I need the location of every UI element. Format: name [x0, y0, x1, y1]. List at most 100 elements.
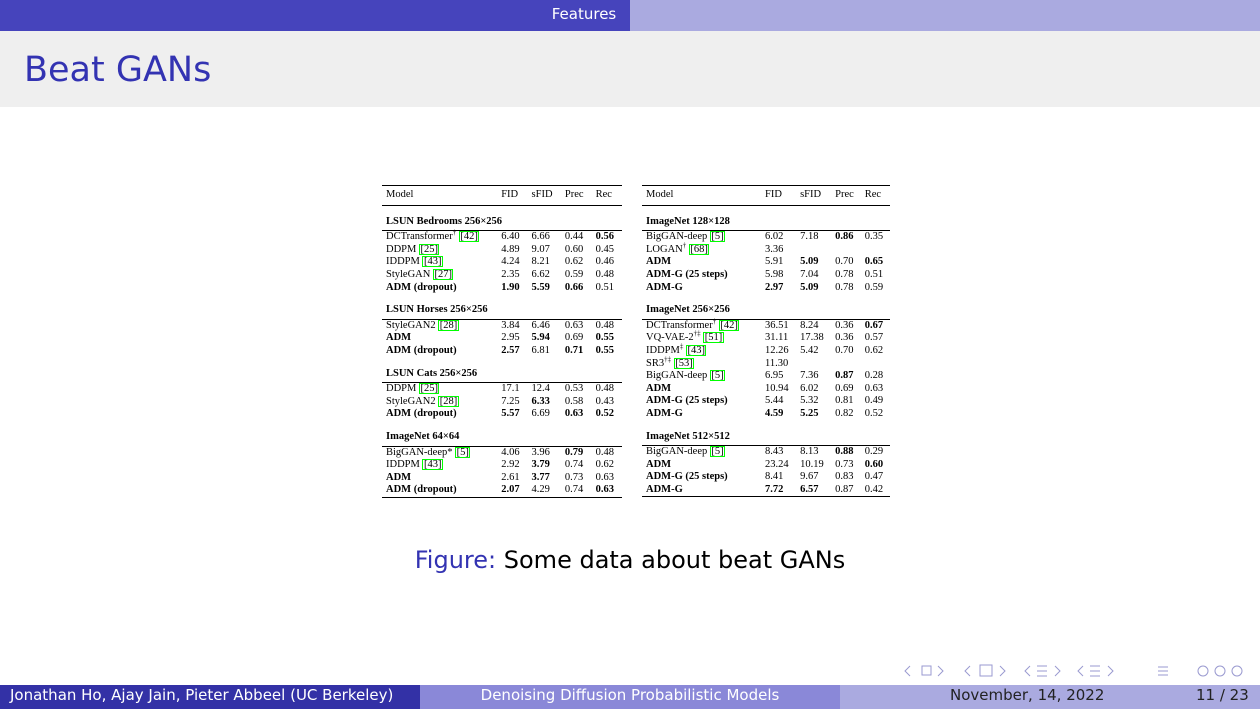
nav-icon[interactable]: [1024, 665, 1031, 677]
value-cell: 3.36: [765, 243, 784, 255]
value-cell: 2.07: [501, 484, 520, 496]
empty-cell: [831, 358, 861, 371]
value-cell: 6.62: [531, 268, 550, 280]
value-cell: 0.81: [835, 395, 854, 407]
value-cell: 6.33: [531, 395, 550, 407]
value-cell: 0.35: [864, 231, 884, 243]
nav-icon[interactable]: [1077, 665, 1084, 677]
model-cell: DDPM [25]: [382, 383, 497, 396]
section-title: LSUN Cats 256×256: [382, 357, 622, 384]
value-cell: 0.45: [595, 243, 614, 255]
section-title: ImageNet 256×256: [642, 294, 890, 320]
data-row: ADM 5.91 5.09 0.70 0.65: [642, 256, 890, 269]
nav-icon[interactable]: [979, 664, 993, 677]
model-name: BigGAN-deep: [646, 446, 708, 458]
model-name: DDPM: [386, 243, 417, 255]
section-row: ImageNet 256×256: [642, 294, 890, 320]
citation: [68]: [688, 243, 710, 255]
value-cell: 0.65: [864, 256, 884, 268]
data-row: StyleGAN2 [28] 7.25 6.33 0.58 0.43: [382, 395, 622, 409]
nav-icon[interactable]: [904, 665, 911, 677]
value-cell: 4.89: [501, 243, 520, 255]
header-bar: [0, 0, 630, 31]
model-cell: ADM: [382, 472, 497, 485]
data-row: DCTransformer† [42] 36.51 8.24 0.36 0.67: [642, 318, 890, 332]
nav-icon[interactable]: [964, 665, 971, 677]
model-name: SR3: [646, 357, 665, 369]
value-cell: 0.86: [835, 231, 854, 243]
value-cell: 0.67: [864, 319, 884, 331]
empty-cell: [796, 244, 831, 257]
model-name: DDPM: [386, 383, 417, 395]
value-cell: 0.43: [595, 395, 614, 407]
value-cell: 3.96: [531, 446, 550, 458]
value-cell: 3.79: [531, 459, 550, 471]
section-title: LSUN Horses 256×256: [382, 294, 622, 320]
citation: [28]: [438, 319, 459, 331]
model-name: ADM (dropout): [386, 281, 457, 293]
model-cell: IDDPM [43]: [382, 256, 497, 269]
value-cell: 0.51: [595, 281, 614, 293]
caption-label: Figure:: [414, 546, 497, 574]
value-cell: 0.53: [564, 383, 584, 395]
value-cell: 0.79: [564, 446, 584, 458]
model-name: ADM (dropout): [386, 408, 457, 420]
value-cell: 5.94: [531, 332, 550, 344]
footer-bar: [420, 685, 840, 709]
citation: [25]: [418, 383, 440, 395]
section-title: ImageNet 64×64: [382, 420, 622, 447]
data-row: DDPM [25] 17.1 12.4 0.53 0.48: [382, 383, 622, 396]
footer-bar: [0, 685, 420, 709]
value-cell: 0.78: [835, 268, 854, 280]
nav-icon[interactable]: [1054, 665, 1061, 677]
section-row: ImageNet 512×512: [642, 420, 890, 447]
value-cell: 0.36: [835, 319, 854, 331]
value-cell: 8.13: [800, 446, 819, 458]
value-cell: 0.69: [835, 382, 854, 394]
value-cell: 0.83: [835, 471, 854, 483]
data-row: BigGAN-deep [5] 6.02 7.18 0.86 0.35: [642, 231, 890, 244]
value-cell: 0.74: [564, 459, 584, 471]
nav-icon[interactable]: [1231, 665, 1243, 677]
section-row: ImageNet 64×64: [382, 420, 622, 447]
model-cell: BigGAN-deep [5]: [642, 446, 761, 459]
value-cell: 0.29: [864, 446, 884, 458]
nav-icon[interactable]: [921, 665, 932, 676]
model-cell: IDDPM [43]: [382, 459, 497, 472]
nav-icon[interactable]: [1158, 666, 1168, 676]
section-name[interactable]: Features: [551, 5, 617, 23]
nav-icon[interactable]: [1197, 665, 1209, 677]
model-name: StyleGAN2: [386, 395, 436, 407]
model-name: ADM (dropout): [386, 344, 457, 356]
value-cell: 0.63: [595, 471, 614, 483]
model-cell: ADM-G: [642, 484, 761, 497]
value-cell: 0.48: [595, 268, 614, 280]
data-row: ADM-G (25 steps) 5.44 5.32 0.81 0.49: [642, 395, 890, 408]
nav-icon[interactable]: [1037, 665, 1047, 677]
value-cell: 0.63: [864, 382, 884, 394]
section-row: LSUN Horses 256×256: [382, 294, 622, 320]
nav-icons[interactable]: [900, 660, 1260, 682]
nav-icon[interactable]: [1090, 665, 1100, 677]
data-row: DCTransformer† [42] 6.40 6.66 0.44 0.56: [382, 229, 622, 244]
nav-icon[interactable]: [937, 665, 944, 677]
value-cell: 0.48: [595, 319, 614, 331]
nav-icon[interactable]: [1107, 665, 1114, 677]
value-cell: 6.46: [531, 319, 550, 331]
model-cell: ADM: [642, 256, 761, 269]
section-row: ImageNet 128×128: [642, 205, 890, 232]
model-cell: ADM-G: [642, 408, 761, 421]
value-cell: 10.94: [765, 382, 789, 394]
value-cell: 0.62: [595, 459, 614, 471]
nav-icon[interactable]: [1214, 665, 1226, 677]
nav-icon[interactable]: [999, 665, 1006, 677]
footer-date: November, 14, 2022: [950, 686, 1105, 704]
value-cell: 2.35: [501, 268, 520, 280]
value-cell: 5.57: [501, 408, 520, 420]
data-row: ADM 2.95 5.94 0.69 0.55: [382, 332, 622, 345]
value-cell: 8.41: [765, 471, 784, 483]
citation: [27]: [432, 268, 454, 280]
citation: [43]: [422, 256, 443, 268]
value-cell: 0.63: [564, 319, 584, 331]
value-cell: 6.57: [800, 483, 819, 495]
